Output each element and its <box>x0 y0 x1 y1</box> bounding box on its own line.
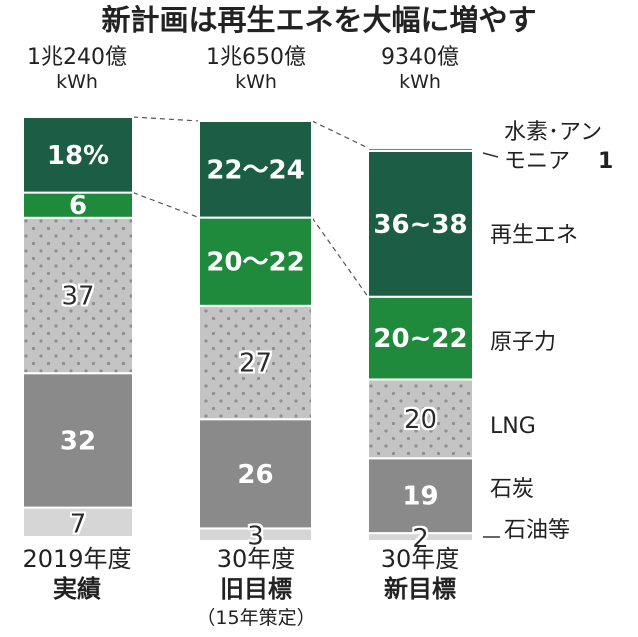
bar-1-total: 1兆240億 <box>27 45 127 70</box>
connector-2-3-renewable <box>311 120 369 149</box>
category-label-coal: 石炭 <box>490 477 534 502</box>
bars-layer <box>22 116 474 543</box>
bar-1-segment-renewable <box>22 116 134 194</box>
category-label-lng: LNG <box>490 414 536 439</box>
bar-2-label-nuclear: 20～22 <box>206 248 304 278</box>
bar-1-segment-lng <box>22 216 134 375</box>
bar-3-segment-lng <box>367 378 474 460</box>
chart-title: 新計画は再生エネを大幅に増やす <box>101 3 536 37</box>
bar-2-label-coal: 26 <box>237 460 273 490</box>
bar-3-label-lng: 20 <box>404 405 437 435</box>
bar-1-label-oil: 7 <box>70 509 87 539</box>
bar-1-label-lng: 37 <box>61 282 94 312</box>
bar-3-unit: kWh <box>399 71 441 93</box>
bar-2-total: 1兆650億 <box>206 45 306 70</box>
bar-3-segment-coal <box>367 457 474 535</box>
bar-3-segment-renewable <box>367 149 474 298</box>
category-label-hydrogen-line2: モニア <box>504 149 570 174</box>
bar-2-label-lng: 27 <box>239 349 272 379</box>
bar-2-label-renewable: 22～24 <box>206 155 304 185</box>
bar-3-segment-hydrogen <box>367 146 474 152</box>
bar-1-segment-coal <box>22 372 134 509</box>
category-label-hydrogen-line1: 水素･アン <box>504 120 602 145</box>
bar-1-segment-nuclear <box>22 191 134 219</box>
bar-2-segment-renewable <box>198 120 313 219</box>
bar-3-label-renewable: 36~38 <box>373 210 467 240</box>
bar-3-label-nuclear: 20~22 <box>373 324 467 354</box>
connector-2-3-nuclear <box>311 217 369 298</box>
bar-1-year: 2019年度 <box>22 545 131 573</box>
bar-2-unit: kWh <box>235 71 277 93</box>
segment-labels-layer: 7 32 37 6 18% 3 26 27 20～22 22～24 2 19 20 20~22 36~38 <box>47 141 468 554</box>
connector-1-2-nuclear <box>132 192 200 219</box>
bar-2-segment-coal <box>198 418 313 530</box>
hydrogen-leader-line <box>482 152 499 158</box>
category-label-nuclear: 原子力 <box>490 330 556 355</box>
connector-1-2-renewable <box>132 116 200 122</box>
bar-1-unit: kWh <box>56 71 98 93</box>
bar-2-label-oil: 3 <box>247 522 264 552</box>
bar-1-label-nuclear: 6 <box>69 191 87 221</box>
bar-2-year: 30年度 <box>217 545 296 573</box>
bar-3-segment-nuclear <box>367 295 474 381</box>
connector-lines <box>132 116 369 298</box>
bar-2-note: （15年策定） <box>196 607 315 629</box>
bar-3-label: 新目標 <box>384 575 456 603</box>
category-label-oil: 石油等 <box>504 518 570 543</box>
bar-3-label-coal: 19 <box>402 482 438 512</box>
bar-2-label: 旧目標 <box>220 575 292 603</box>
bar-2-segment-nuclear <box>198 216 313 307</box>
bar-2-segment-lng <box>198 304 313 421</box>
bar-1-label: 実績 <box>53 575 101 603</box>
bar-3-year: 30年度 <box>381 545 460 573</box>
bar-1-label-coal: 32 <box>60 426 96 456</box>
category-label-hydrogen-value: 1 <box>598 149 613 174</box>
category-label-renewable: 再生エネ <box>490 223 578 248</box>
bar-1-label-renewable: 18% <box>47 141 109 171</box>
bar-3-total: 9340億 <box>381 45 459 70</box>
bar-3-label-oil: 2 <box>412 524 429 554</box>
bar-1-segment-oil <box>22 506 134 539</box>
